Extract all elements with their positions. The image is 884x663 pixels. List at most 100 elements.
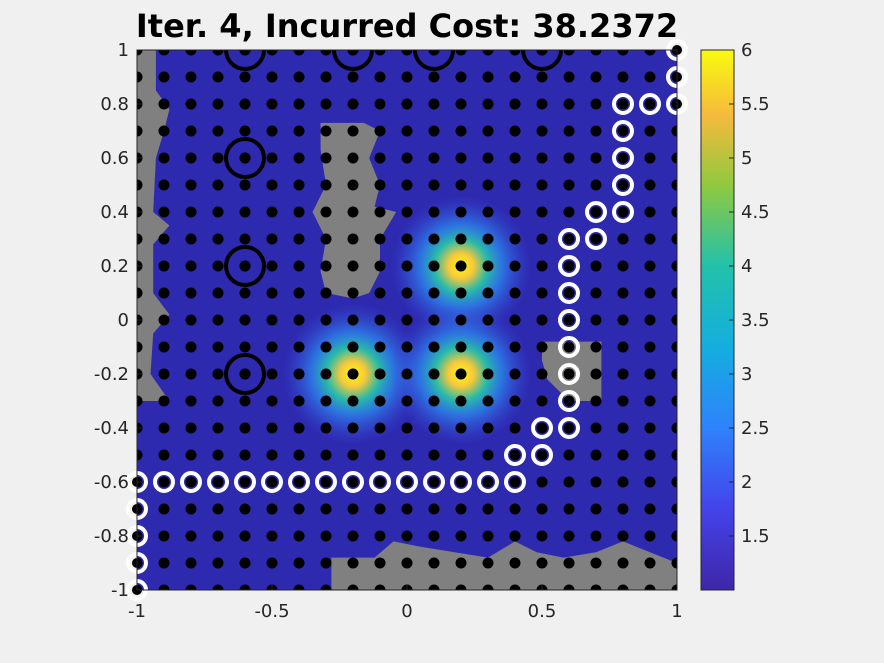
grid-point (374, 422, 386, 434)
grid-point (590, 557, 602, 569)
grid-point (266, 368, 278, 380)
grid-point (671, 152, 677, 164)
grid-point (158, 503, 170, 515)
grid-point (428, 260, 440, 272)
grid-point (482, 368, 494, 380)
grid-point (158, 449, 170, 461)
path-marker (369, 471, 391, 493)
path-markers (126, 39, 688, 601)
grid-point (644, 50, 656, 56)
grid-point (455, 449, 467, 461)
grid-point (158, 368, 170, 380)
grid-point (509, 260, 521, 272)
grid-point (239, 395, 251, 407)
path-marker (288, 471, 310, 493)
grid-point (212, 125, 224, 137)
grid-point (401, 314, 413, 326)
target-marker (332, 50, 374, 71)
grid-point (482, 260, 494, 272)
grid-point (428, 314, 440, 326)
grid-point (536, 179, 548, 191)
target-marker (224, 137, 266, 179)
grid-point (185, 449, 197, 461)
grid-point (293, 395, 305, 407)
grid-point (509, 179, 521, 191)
path-marker (450, 471, 472, 493)
grid-point (617, 287, 629, 299)
grid-point (266, 125, 278, 137)
grid-point (374, 260, 386, 272)
grid-point (239, 287, 251, 299)
grid-point (158, 395, 170, 407)
y-tick-label: -1 (111, 580, 129, 601)
grid-point (212, 584, 224, 590)
grid-point (590, 50, 602, 56)
path-marker (558, 309, 580, 331)
grid-point (266, 395, 278, 407)
grid-point (644, 449, 656, 461)
grid-point (266, 179, 278, 191)
colorbar-tick-label: 3.5 (741, 310, 770, 331)
grid-point (617, 503, 629, 515)
grid-point (266, 341, 278, 353)
grid-point (671, 422, 677, 434)
grid-point (347, 206, 359, 218)
grid-point (563, 50, 575, 56)
grid-point (482, 98, 494, 110)
grid-point (293, 125, 305, 137)
grid-point (293, 71, 305, 83)
grid-point (590, 584, 602, 590)
grid-point (347, 341, 359, 353)
grid-point (266, 98, 278, 110)
path-marker (180, 471, 202, 493)
grid-point (455, 179, 467, 191)
grid-point (320, 341, 332, 353)
grid-point (185, 422, 197, 434)
grid-point (185, 395, 197, 407)
grid-point (590, 125, 602, 137)
grid-point (455, 422, 467, 434)
path-marker (612, 201, 634, 223)
grid-point (536, 125, 548, 137)
grid-point (239, 98, 251, 110)
grid-point (590, 368, 602, 380)
grid-point (320, 71, 332, 83)
grid-point (644, 206, 656, 218)
grid-point (212, 260, 224, 272)
grid-point (185, 98, 197, 110)
grid-point (239, 503, 251, 515)
grid-point (509, 287, 521, 299)
path-marker (558, 336, 580, 358)
grid-point (536, 368, 548, 380)
grid-point (482, 422, 494, 434)
grid-point (212, 557, 224, 569)
grid-point (509, 530, 521, 542)
grid-point (455, 503, 467, 515)
grid-point (671, 503, 677, 515)
grid-point (644, 584, 656, 590)
grid-point (590, 530, 602, 542)
colorbar-tick-label: 2.5 (741, 418, 770, 439)
grid-point (293, 530, 305, 542)
path-marker (153, 471, 175, 493)
colorbar-tick-label: 5 (741, 148, 752, 169)
grid-point (428, 179, 440, 191)
grid-point (347, 584, 359, 590)
grid-point (671, 125, 677, 137)
grid-point (374, 395, 386, 407)
grid-point (266, 314, 278, 326)
grid-point (509, 206, 521, 218)
grid-point (671, 449, 677, 461)
grid-point (293, 503, 305, 515)
grid-point (482, 314, 494, 326)
chart-title: Iter. 4, Incurred Cost: 38.2372 (136, 7, 678, 45)
grid-point (239, 341, 251, 353)
colorbar-gradient (700, 49, 735, 591)
grid-point (212, 422, 224, 434)
grid-point (401, 395, 413, 407)
colorbar-tick-label: 6 (741, 40, 752, 61)
grid-point (455, 584, 467, 590)
grid-point (455, 125, 467, 137)
grid-point (266, 152, 278, 164)
grid-point (347, 557, 359, 569)
